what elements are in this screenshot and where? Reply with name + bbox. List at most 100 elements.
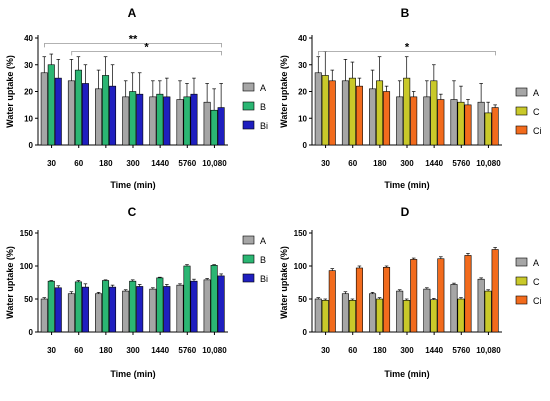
legend-label-a: A bbox=[533, 258, 539, 268]
legend-swatch-a bbox=[242, 235, 255, 245]
significance-bracket bbox=[318, 50, 496, 56]
x-axis-label: Time (min) bbox=[384, 180, 429, 190]
bar-b-30 bbox=[47, 64, 55, 146]
x-tick-label: 300 bbox=[126, 346, 140, 355]
bar-c-180 bbox=[376, 80, 384, 146]
bar-a-300 bbox=[396, 290, 404, 333]
legend-label-bi: Bi bbox=[260, 121, 268, 131]
significance-label: * bbox=[405, 41, 410, 53]
bar-ci-300 bbox=[410, 96, 418, 146]
bar-b-300 bbox=[129, 280, 137, 333]
x-tick-label: 300 bbox=[126, 159, 140, 168]
x-tick-label: 300 bbox=[400, 346, 414, 355]
bar-ci-30 bbox=[328, 270, 336, 333]
bar-ci-10080 bbox=[491, 249, 499, 333]
x-axis-label: Time (min) bbox=[110, 180, 155, 190]
bar-bi-30 bbox=[54, 77, 62, 146]
legend-swatch-ci bbox=[515, 125, 528, 135]
x-tick-label: 10,080 bbox=[476, 346, 501, 355]
bar-b-10080 bbox=[210, 265, 218, 333]
bar-a-10080 bbox=[203, 101, 211, 146]
bar-c-60 bbox=[348, 300, 356, 333]
y-tick-label: 0 bbox=[303, 141, 308, 150]
y-tick-label: 150 bbox=[20, 229, 34, 238]
bar-c-60 bbox=[348, 77, 356, 146]
panel-title: A bbox=[128, 6, 137, 20]
bar-c-5760 bbox=[457, 101, 465, 146]
y-tick-label: 0 bbox=[303, 328, 308, 337]
bar-ci-30 bbox=[328, 80, 336, 146]
bar-a-60 bbox=[67, 293, 75, 333]
x-tick-label: 300 bbox=[400, 159, 414, 168]
x-tick-label: 5760 bbox=[178, 159, 196, 168]
bar-b-10080 bbox=[210, 109, 218, 146]
legend-label-ci: Ci bbox=[533, 126, 542, 136]
bar-b-60 bbox=[74, 69, 82, 146]
x-tick-label: 180 bbox=[373, 346, 387, 355]
bar-a-10080 bbox=[203, 279, 211, 333]
y-tick-label: 100 bbox=[294, 262, 308, 271]
y-tick-label: 20 bbox=[24, 88, 33, 97]
x-tick-label: 180 bbox=[99, 159, 113, 168]
y-tick-label: 20 bbox=[298, 88, 307, 97]
y-tick-label: 10 bbox=[24, 114, 33, 123]
y-tick-label: 30 bbox=[298, 61, 307, 70]
bar-a-1440 bbox=[149, 96, 157, 146]
bar-bi-10080 bbox=[217, 275, 225, 333]
bar-a-10080 bbox=[477, 278, 485, 333]
y-axis-label: Water uptake (%) bbox=[5, 55, 15, 128]
bar-a-180 bbox=[369, 293, 377, 333]
x-tick-label: 30 bbox=[47, 346, 56, 355]
bar-c-30 bbox=[321, 300, 329, 333]
bar-a-30 bbox=[40, 72, 48, 146]
bar-c-30 bbox=[321, 75, 329, 146]
legend-swatch-bi bbox=[242, 120, 255, 130]
bar-c-5760 bbox=[457, 298, 465, 333]
legend-label-a: A bbox=[260, 236, 266, 246]
bar-b-5760 bbox=[183, 96, 191, 146]
significance-label: * bbox=[144, 41, 149, 53]
bar-bi-180 bbox=[109, 286, 117, 333]
bar-a-1440 bbox=[423, 96, 431, 146]
y-tick-label: 30 bbox=[24, 61, 33, 70]
bar-ci-10080 bbox=[491, 107, 499, 146]
bar-bi-300 bbox=[136, 93, 144, 146]
bar-a-5760 bbox=[450, 99, 458, 146]
bar-a-30 bbox=[40, 298, 48, 333]
x-tick-label: 30 bbox=[47, 159, 56, 168]
bar-a-10080 bbox=[477, 101, 485, 146]
bar-a-30 bbox=[314, 298, 322, 333]
bar-b-180 bbox=[102, 280, 110, 333]
bar-a-300 bbox=[122, 290, 130, 333]
x-tick-label: 30 bbox=[321, 159, 330, 168]
x-axis-label: Time (min) bbox=[384, 369, 429, 379]
bar-ci-5760 bbox=[464, 255, 472, 333]
panel-title: B bbox=[401, 6, 410, 20]
x-tick-label: 60 bbox=[74, 346, 83, 355]
x-tick-label: 1440 bbox=[425, 346, 443, 355]
bar-a-60 bbox=[341, 80, 349, 146]
y-tick-label: 40 bbox=[298, 34, 307, 43]
bar-bi-10080 bbox=[217, 107, 225, 146]
bar-b-1440 bbox=[156, 277, 164, 333]
significance-label: ** bbox=[129, 33, 138, 45]
bar-bi-5760 bbox=[190, 93, 198, 146]
x-tick-label: 5760 bbox=[178, 346, 196, 355]
bar-c-1440 bbox=[430, 80, 438, 146]
bar-bi-30 bbox=[54, 287, 62, 333]
legend-swatch-a bbox=[242, 82, 255, 92]
x-tick-label: 5760 bbox=[452, 159, 470, 168]
x-tick-label: 10,080 bbox=[202, 159, 227, 168]
legend-label-b: B bbox=[260, 102, 266, 112]
panel-title: C bbox=[128, 205, 137, 219]
bar-ci-5760 bbox=[464, 104, 472, 146]
legend-label-a: A bbox=[533, 88, 539, 98]
x-tick-label: 60 bbox=[74, 159, 83, 168]
y-tick-label: 40 bbox=[24, 34, 33, 43]
bar-b-60 bbox=[74, 281, 82, 333]
legend-swatch-b bbox=[242, 254, 255, 264]
bar-c-300 bbox=[403, 300, 411, 333]
x-axis-label: Time (min) bbox=[110, 369, 155, 379]
